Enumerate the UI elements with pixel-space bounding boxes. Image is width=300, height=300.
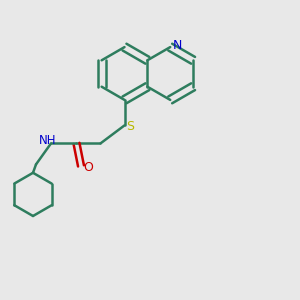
Text: O: O xyxy=(84,161,93,174)
Text: NH: NH xyxy=(39,134,57,147)
Text: S: S xyxy=(127,120,134,134)
Text: N: N xyxy=(173,39,182,52)
